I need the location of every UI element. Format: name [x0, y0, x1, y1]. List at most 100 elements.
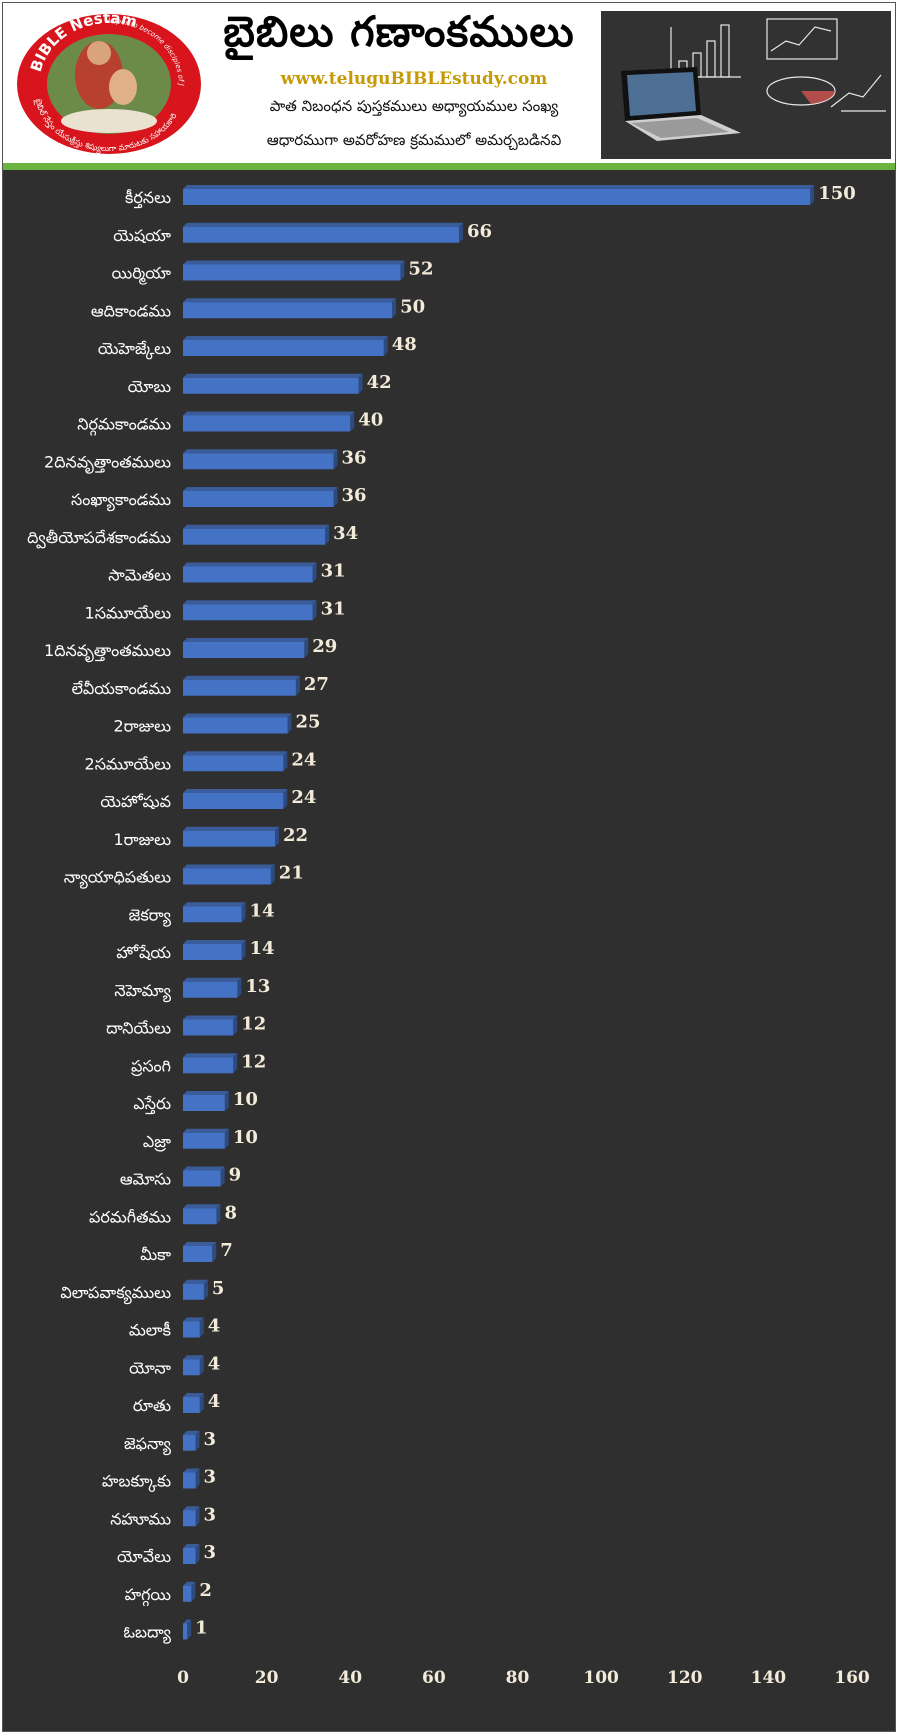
data-label: 42 — [367, 372, 392, 393]
bar — [183, 566, 313, 583]
bar-side-face — [220, 1166, 225, 1187]
category-label: హబక్కూకు — [102, 1472, 171, 1493]
bar — [183, 793, 284, 809]
bar-group: యోవేలు 3 — [117, 1542, 216, 1566]
bar — [183, 1434, 196, 1451]
bar-side-face — [270, 864, 275, 885]
bar-group: జెఫన్యా 3 — [124, 1429, 216, 1456]
data-label: 24 — [291, 749, 316, 770]
data-label: 50 — [400, 296, 425, 317]
bar-side-face — [195, 1430, 200, 1451]
bar-group: యెషయా 66 — [113, 221, 492, 245]
data-label: 2 — [199, 1580, 212, 1601]
bar — [183, 1170, 221, 1187]
header: BIBLE Nestam Helper to become disciples … — [3, 3, 895, 163]
bar — [183, 415, 351, 432]
subtitle-line-1: పాత నిబంధన పుస్తకములు అధ్యాయముల సంఖ్య — [269, 97, 559, 115]
bar-side-face — [191, 1581, 196, 1602]
data-label: 36 — [342, 485, 367, 506]
bar — [183, 1132, 225, 1149]
data-label: 66 — [467, 221, 492, 242]
bar — [183, 981, 238, 998]
bar-side-face — [237, 977, 242, 998]
data-label: 14 — [250, 938, 275, 959]
bar-group: 2సమూయేలు 24 — [85, 749, 317, 773]
bar-side-face — [400, 260, 405, 281]
bar-group: ఓబద్యా 1 — [123, 1618, 207, 1645]
bar-side-face — [233, 1015, 238, 1036]
category-label: యిర్మియా — [112, 264, 172, 286]
category-label: 1దినవృత్తాంతములు — [44, 641, 171, 663]
bar-top-face — [183, 487, 338, 491]
bar-top-face — [183, 1544, 200, 1548]
bar-group: దానియేలు 12 — [106, 1014, 266, 1038]
bar-group: పరమగీతము 8 — [89, 1202, 237, 1226]
x-tick-label: 80 — [506, 1668, 530, 1688]
bar-side-face — [312, 600, 317, 621]
category-label: జెఫన్యా — [124, 1434, 172, 1456]
bar-group: కీర్తనలు 150 — [125, 183, 856, 209]
data-label: 10 — [233, 1089, 258, 1110]
bar-group: నహూము 3 — [110, 1504, 216, 1528]
bar-top-face — [183, 1430, 200, 1435]
category-label: ఎజ్రా — [143, 1132, 171, 1152]
category-label: మలాకీ — [129, 1321, 171, 1340]
bar-top-face — [183, 1355, 204, 1360]
category-label: ఓబద్యా — [123, 1623, 171, 1645]
category-label: యెహెజ్కేలు — [98, 339, 171, 360]
bar-side-face — [283, 751, 288, 772]
bar-top-face — [183, 222, 463, 227]
category-label: పరమగీతము — [89, 1207, 171, 1226]
bar — [183, 302, 393, 319]
bar-side-face — [358, 373, 363, 394]
bar-top-face — [183, 1393, 204, 1397]
bar-side-face — [195, 1468, 200, 1489]
bar-group: నెహెమ్యా 13 — [114, 976, 270, 1003]
bar-top-face — [183, 977, 242, 982]
bar-top-face — [183, 1468, 200, 1473]
bar-side-face — [199, 1393, 204, 1413]
bar-side-face — [212, 1242, 217, 1262]
category-label: యెహోషువ — [100, 792, 171, 811]
bar-side-face — [458, 222, 463, 243]
bar — [183, 830, 275, 847]
website-link[interactable]: www.teluguBIBLEstudy.com — [280, 69, 548, 89]
x-tick-label: 120 — [667, 1668, 703, 1688]
data-label: 12 — [241, 1014, 266, 1035]
bar-top-face — [183, 638, 309, 642]
bar-side-face — [312, 562, 317, 583]
bar-top-face — [183, 1053, 238, 1058]
x-tick-label: 100 — [583, 1668, 619, 1688]
laptop-analytics-image — [601, 11, 891, 159]
bar-group: ద్వితీయోపదేశకాండము 34 — [27, 523, 358, 549]
bar — [183, 226, 459, 243]
bar-top-face — [183, 373, 363, 378]
bar-top-face — [183, 675, 300, 680]
data-label: 36 — [342, 447, 367, 468]
bar-top-face — [183, 713, 292, 718]
category-label: రూతు — [133, 1396, 171, 1415]
bar-top-face — [183, 1506, 200, 1511]
category-label: నహూము — [110, 1509, 171, 1528]
bar — [183, 1548, 196, 1564]
bar-group: ప్రసంగి 12 — [130, 1051, 266, 1076]
data-label: 3 — [204, 1542, 217, 1563]
bar-top-face — [183, 1279, 208, 1284]
bar-side-face — [241, 940, 246, 960]
data-label: 52 — [408, 259, 433, 280]
bar-group: సామెతలు 31 — [108, 561, 345, 585]
x-tick-label: 40 — [338, 1668, 362, 1688]
data-label: 3 — [204, 1504, 217, 1525]
bar-top-face — [183, 1242, 217, 1246]
category-label: హగ్గయి — [125, 1585, 172, 1607]
bar-top-face — [183, 298, 397, 303]
bar-group: న్యాయాధిపతులు 21 — [64, 863, 304, 890]
bar-side-face — [333, 449, 338, 470]
category-label: విలాపవాక్యములు — [60, 1283, 171, 1305]
category-label: యోబు — [128, 377, 171, 396]
bar-side-face — [203, 1279, 208, 1300]
bar-top-face — [183, 1015, 238, 1020]
bar — [183, 868, 271, 885]
bar-top-face — [183, 600, 317, 605]
bar-side-face — [224, 1091, 229, 1111]
